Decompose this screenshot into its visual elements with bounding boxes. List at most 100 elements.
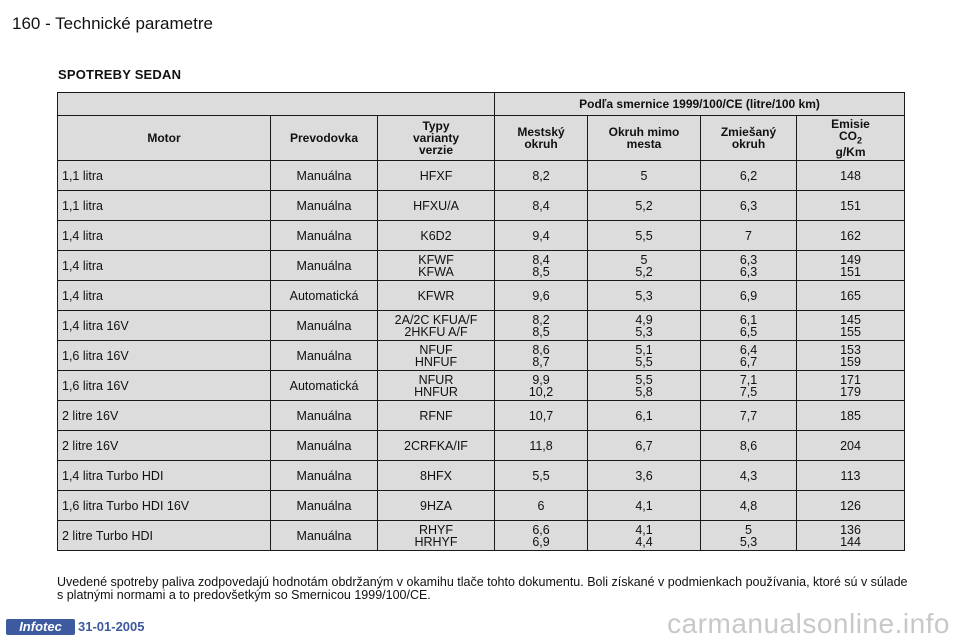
col-variants-line: varianty [412, 131, 460, 145]
col-combined-line: okruh [731, 137, 766, 151]
cell-co2: 113 [796, 460, 906, 491]
cell-combined: 8,6 [700, 430, 798, 461]
table-row: 1,1 litra Manuálna HFXF 8,2 5 6,2 148 [57, 160, 906, 191]
cell-extra-value: 5,1 [635, 342, 653, 357]
cell-urban: 8,4 [494, 190, 589, 221]
cell-extra: 5 5,2 [587, 250, 702, 281]
cell-combined: 4,3 [700, 460, 798, 491]
cell-co2-value: 149 [840, 252, 861, 267]
cell-extra-value: 6,1 [635, 408, 653, 423]
cell-variant-value: KFWR [417, 288, 455, 303]
cell-urban-value: 5,5 [532, 468, 550, 483]
cell-variant-value: 2HKFU A/F [404, 324, 468, 339]
table-row: 1,1 litra Manuálna HFXU/A 8,4 5,2 6,3 151 [57, 190, 906, 221]
cell-co2: 204 [796, 430, 906, 461]
cell-urban: 8,6 8,7 [494, 340, 589, 371]
cell-co2: 185 [796, 400, 906, 431]
table-row: 2 litre 16V Manuálna 2CRFKA/IF 11,8 6,7 8,6 20… [57, 430, 906, 461]
cell-urban-value: 8,2 [532, 168, 550, 183]
cell-combined-value: 6,3 [739, 198, 758, 213]
cell-variant: 8HFX [376, 460, 496, 491]
cell-extra-value: 6,7 [635, 438, 653, 453]
cell-variant-value: 9HZA [420, 498, 452, 513]
cell-urban-value: 8,5 [532, 324, 550, 339]
cell-urban: 10,7 [494, 400, 589, 431]
col-variants-line: Typy [422, 119, 450, 133]
section-title: SPOTREBY SEDAN [58, 67, 182, 82]
table-row: 1,4 litra Manuálna KFWF KFWA 8,4 8,5 5 5,2 6,3 6,… [57, 250, 906, 281]
cell-urban: 8,4 8,5 [494, 250, 589, 281]
cell-co2: 171 179 [796, 370, 906, 401]
cell-combined-value: 5,3 [739, 534, 758, 549]
cell-gearbox: Automatická [270, 370, 378, 401]
cell-gearbox: Manuálna [270, 520, 378, 551]
directive-header: Podľa smernice 1999/100/CE (litre/100 km… [494, 92, 906, 116]
cell-combined-value: 6,3 [739, 252, 758, 267]
cell-combined: 6,1 6,5 [700, 310, 798, 341]
cell-combined-value: 6,9 [739, 288, 758, 303]
watermark: carmanualsonline.info [667, 608, 950, 639]
cell-extra: 4,1 [587, 490, 702, 521]
cell-combined-value: 7,5 [739, 384, 758, 399]
cell-gearbox: Manuálna [270, 490, 378, 521]
cell-variant-value: HFXU/A [413, 198, 459, 213]
col-variants-line: verzie [418, 143, 454, 157]
cell-extra-value: 5 [640, 252, 648, 267]
cell-gearbox: Manuálna [270, 340, 378, 371]
cell-combined-value: 6,4 [739, 342, 758, 357]
cell-co2: 136 144 [796, 520, 906, 551]
cell-urban: 6,6 6,9 [494, 520, 589, 551]
cell-variant: 2CRFKA/IF [376, 430, 496, 461]
cell-extra: 5 [587, 160, 702, 191]
col-extra-urban: Okruh mimo mesta [587, 115, 702, 161]
cell-urban-value: 6,9 [532, 534, 550, 549]
infotec-logo: Infotec [6, 619, 75, 635]
cell-extra: 6,1 [587, 400, 702, 431]
cell-co2-value: 136 [840, 522, 861, 537]
cell-combined-value: 6,3 [739, 264, 758, 279]
cell-urban: 9,4 [494, 220, 589, 251]
cell-motor: 1,6 litra 16V [57, 370, 271, 401]
cell-co2-value: 151 [840, 264, 861, 279]
co2-sub: 2 [857, 135, 863, 146]
cell-variant: KFWF KFWA [376, 250, 496, 281]
cell-co2-value: 144 [840, 534, 861, 549]
cell-variant: HFXU/A [376, 190, 496, 221]
cell-extra: 5,1 5,5 [587, 340, 702, 371]
table-row: 2 litre 16V Manuálna RFNF 10,7 6,1 7,7 185 [57, 400, 906, 431]
cell-co2-value: 171 [840, 372, 861, 387]
table-row: 1,4 litra Turbo HDI Manuálna 8HFX 5,5 3,6 4,3… [57, 460, 906, 491]
cell-co2: 145 155 [796, 310, 906, 341]
cell-co2-value: 148 [840, 168, 861, 183]
cell-variant-value: HFXF [419, 168, 453, 183]
cell-combined: 6,2 [700, 160, 798, 191]
cell-extra-value: 5 [640, 168, 648, 183]
col-co2-unit: g/Km [835, 145, 866, 160]
cell-extra-value: 5,2 [635, 264, 653, 279]
cell-variant-value: RHYF [418, 522, 454, 537]
page-header: 160 - Technické parametre [12, 14, 213, 33]
cell-urban: 5,5 [494, 460, 589, 491]
cell-variant-value: HNFUR [414, 384, 458, 399]
cell-motor: 2 litre 16V [57, 430, 271, 461]
cell-combined-value: 5 [745, 522, 752, 537]
cell-combined: 6,4 6,7 [700, 340, 798, 371]
cell-co2-value: 159 [840, 354, 861, 369]
cell-motor: 1,6 litra Turbo HDI 16V [57, 490, 271, 521]
cell-co2: 162 [796, 220, 906, 251]
cell-urban-value: 9,9 [532, 372, 550, 387]
cell-combined: 5 5,3 [700, 520, 798, 551]
cell-variant-value: HRHYF [414, 534, 458, 549]
cell-co2-value: 151 [840, 198, 861, 213]
col-co2: Emisie CO2 g/Km [796, 115, 906, 161]
cell-extra-value: 5,8 [635, 384, 653, 399]
cell-co2: 149 151 [796, 250, 906, 281]
cell-variant-value: KFWF [418, 252, 454, 267]
cell-combined: 7,7 [700, 400, 798, 431]
cell-urban-value: 6,6 [532, 522, 550, 537]
cell-extra-value: 5,2 [635, 198, 653, 213]
cell-gearbox: Manuálna [270, 220, 378, 251]
cell-motor: 1,1 litra [57, 190, 271, 221]
cell-variant: K6D2 [376, 220, 496, 251]
cell-urban-value: 8,6 [532, 342, 550, 357]
